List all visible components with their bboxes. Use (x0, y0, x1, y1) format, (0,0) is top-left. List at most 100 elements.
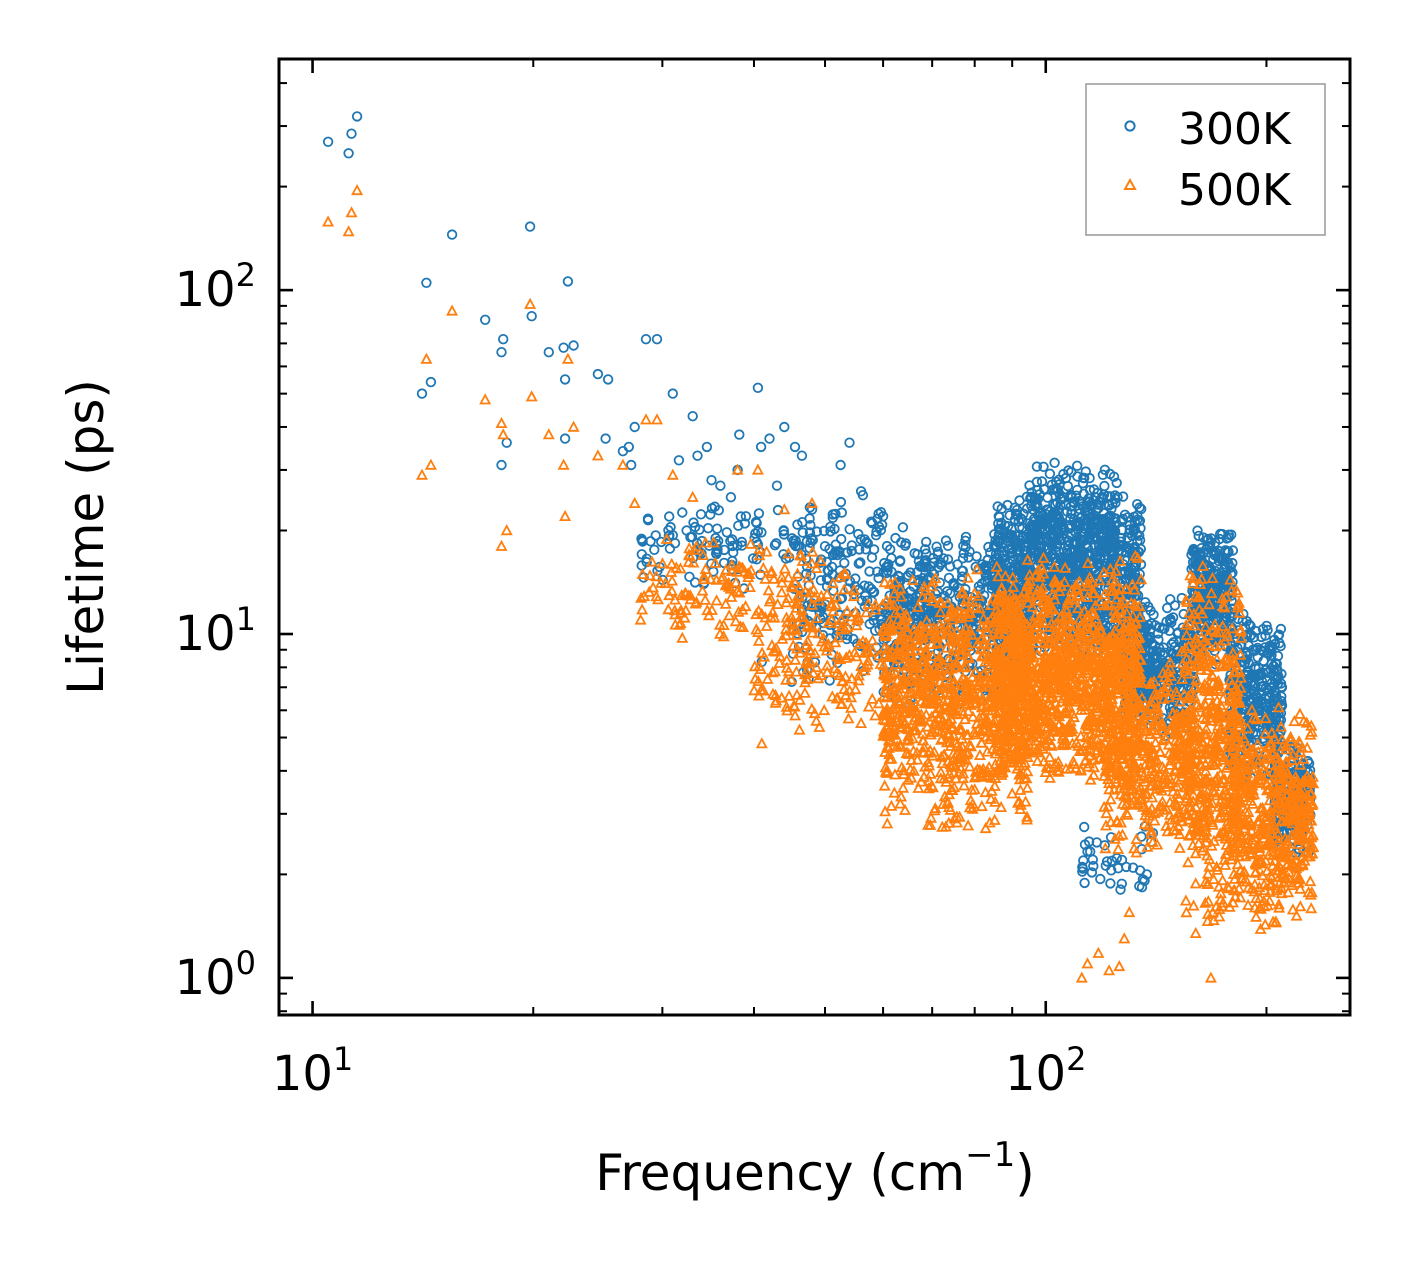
data-point-300K (958, 540, 969, 552)
data-point-300K (642, 513, 654, 524)
data-point-500K (904, 687, 917, 699)
data-point-300K (1119, 568, 1131, 579)
data-point-500K (643, 569, 656, 581)
data-point-500K (1021, 781, 1034, 793)
data-point-500K (1114, 554, 1127, 566)
data-point-500K (975, 643, 988, 655)
data-point-300K (1026, 533, 1037, 545)
data-point-500K (716, 570, 729, 582)
data-point-300K (1013, 531, 1024, 542)
data-point-500K (1114, 583, 1127, 595)
data-point-500K (674, 603, 688, 615)
data-point-300K (649, 544, 660, 556)
data-point-500K (794, 646, 807, 658)
data-point-300K (1047, 516, 1059, 527)
data-point-500K (682, 589, 695, 601)
data-point-300K (568, 340, 579, 351)
data-point-300K (1049, 457, 1060, 469)
data-point-300K (1261, 719, 1273, 730)
data-point-500K (920, 614, 933, 626)
data-point-300K (1168, 637, 1179, 648)
data-point-300K (940, 535, 952, 546)
data-point-300K (1029, 499, 1041, 510)
data-point-500K (828, 662, 842, 674)
data-point-500K (636, 603, 649, 615)
data-point-300K (343, 148, 354, 159)
data-point-300K (667, 388, 679, 399)
data-point-300K (425, 376, 437, 388)
data-point-500K (933, 596, 946, 608)
data-point-300K (1031, 548, 1043, 560)
data-point-300K (706, 475, 717, 486)
data-point-300K (1102, 539, 1114, 550)
data-point-500K (720, 563, 733, 575)
data-point-500K (980, 730, 993, 742)
data-point-500K (1019, 795, 1032, 807)
data-point-300K (623, 441, 635, 453)
data-point-500K (954, 723, 967, 735)
data-point-500K (785, 579, 798, 591)
data-point-500K (725, 558, 738, 570)
data-point-500K (925, 710, 938, 722)
data-point-500K (790, 623, 803, 635)
data-point-300K (1077, 501, 1089, 512)
data-point-300K (1262, 624, 1273, 636)
data-point-300K (931, 541, 942, 552)
data-point-500K (753, 549, 766, 561)
data-point-500K (974, 725, 987, 737)
data-point-300K (721, 527, 733, 538)
data-point-500K (933, 701, 946, 713)
series-500K (322, 184, 1320, 983)
data-point-300K (827, 509, 839, 520)
data-point-500K (862, 597, 875, 609)
data-point-500K (767, 644, 780, 656)
data-point-500K (636, 567, 649, 579)
data-point-500K (669, 608, 682, 620)
data-point-300K (1079, 877, 1090, 889)
data-point-300K (416, 388, 428, 399)
data-point-300K (921, 536, 932, 548)
data-point-500K (791, 567, 804, 579)
data-point-500K (975, 800, 988, 812)
data-point-300K (1020, 564, 1032, 576)
data-point-500K (759, 572, 772, 584)
data-point-300K (1031, 461, 1043, 472)
data-point-300K (854, 544, 865, 555)
data-point-500K (1091, 733, 1104, 745)
data-point-500K (1006, 571, 1019, 583)
data-point-300K (1195, 549, 1206, 561)
data-point-500K (829, 636, 842, 648)
data-point-300K (1208, 553, 1219, 565)
data-point-300K (912, 549, 923, 560)
data-point-500K (902, 658, 915, 670)
data-point-500K (866, 692, 879, 704)
data-point-300K (1251, 644, 1262, 656)
data-point-300K (769, 540, 781, 551)
data-point-500K (739, 600, 752, 612)
data-point-500K (820, 644, 833, 656)
data-point-300K (1105, 518, 1117, 530)
data-point-300K (1072, 471, 1083, 482)
data-point-500K (1006, 787, 1019, 799)
data-point-500K (723, 609, 736, 621)
data-point-300K (480, 314, 491, 326)
data-point-500K (934, 766, 947, 778)
data-point-500K (958, 779, 971, 791)
data-point-300K (862, 538, 874, 549)
data-point-500K (834, 653, 847, 665)
data-point-500K (833, 668, 846, 680)
data-point-500K (760, 619, 773, 631)
data-point-300K (1012, 509, 1023, 521)
data-point-500K (780, 596, 793, 608)
data-point-300K (1270, 687, 1281, 698)
data-point-500K (895, 676, 908, 688)
data-point-300K (956, 565, 968, 577)
data-point-500K (916, 687, 929, 699)
data-point-500K (889, 606, 902, 618)
data-point-300K (736, 536, 748, 548)
data-point-500K (956, 647, 969, 659)
data-point-300K (526, 311, 537, 322)
data-point-300K (1120, 541, 1132, 553)
data-point-300K (752, 526, 764, 537)
